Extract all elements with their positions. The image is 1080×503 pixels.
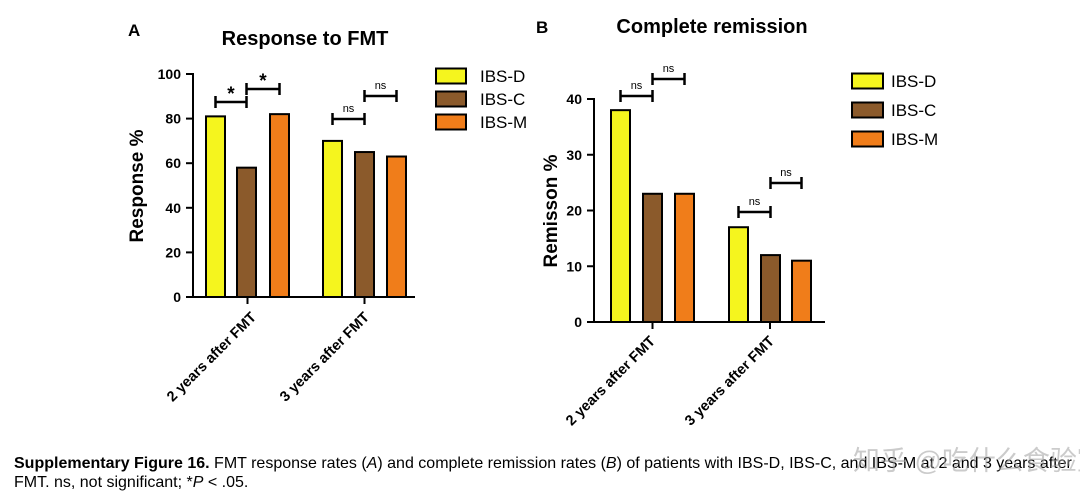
significance-label-b-3: ns [780, 167, 792, 179]
legend-swatch-b-ibs-c [851, 101, 884, 119]
legend-label-a-ibs-c: IBS-C [480, 90, 525, 109]
bar-a-ibs-d-0 [205, 115, 226, 299]
panel-letter-a: A [128, 21, 140, 40]
legend-swatch-a-ibs-c [435, 90, 467, 108]
y-axis-label-a: Response % [127, 129, 148, 242]
bar-b-ibs-m-0 [674, 192, 695, 323]
significance-bracket-b-0 [619, 90, 654, 102]
significance-label-a-0: * [227, 84, 235, 105]
watermark-text: 知乎 @吃什么食验室 [853, 446, 1080, 476]
y-tick-label-b-40: 40 [566, 91, 582, 107]
y-tick-label-a-80: 80 [165, 111, 181, 127]
significance-bracket-b-1 [651, 73, 686, 85]
y-tick-label-a-60: 60 [165, 155, 181, 171]
y-tick-label-b-10: 10 [566, 258, 582, 274]
bar-a-ibs-d-1 [322, 139, 343, 298]
bar-a-ibs-m-0 [269, 113, 290, 298]
category-label-b-1: 3 years after FMT [682, 333, 778, 429]
category-label-a-1: 3 years after FMT [277, 309, 373, 405]
significance-bracket-a-3 [363, 90, 398, 102]
caption-panel-b: B [605, 455, 617, 472]
category-label-b-0: 2 years after FMT [563, 333, 659, 429]
y-axis-label-b: Remisson % [541, 154, 562, 267]
legend-swatch-b-ibs-d [851, 72, 884, 90]
bar-a-ibs-m-1 [386, 155, 407, 298]
significance-bracket-a-2 [331, 113, 366, 125]
figure-caption: Supplementary Figure 16. FMT response ra… [14, 454, 1074, 492]
caption-panel-a: A [366, 455, 378, 472]
caption-text-2: ) and complete remission rates ( [377, 455, 606, 472]
y-tick-label-a-40: 40 [165, 200, 181, 216]
y-tick-label-a-0: 0 [173, 289, 181, 305]
panel-letter-b: B [536, 18, 548, 37]
significance-label-b-1: ns [663, 63, 675, 75]
y-tick-label-b-0: 0 [574, 314, 582, 330]
y-tick-label-b-30: 30 [566, 147, 582, 163]
significance-label-a-1: * [259, 71, 267, 92]
significance-label-a-2: ns [343, 103, 355, 115]
legend-label-b-ibs-c: IBS-C [891, 101, 936, 120]
significance-bracket-b-3 [769, 177, 803, 189]
significance-label-a-3: ns [375, 80, 387, 92]
bar-a-ibs-c-0 [236, 166, 257, 298]
caption-title: Supplementary Figure 16. [14, 455, 210, 472]
bar-b-ibs-d-0 [610, 109, 631, 324]
significance-label-b-0: ns [631, 80, 643, 92]
bar-b-ibs-d-1 [728, 226, 749, 324]
caption-text-4: < .05. [203, 474, 249, 491]
significance-bracket-a-0 [214, 96, 248, 108]
bar-b-ibs-m-1 [791, 259, 812, 323]
significance-label-b-2: ns [749, 196, 761, 208]
y-tick-label-a-20: 20 [165, 244, 181, 260]
y-tick-label-b-20: 20 [566, 203, 582, 219]
legend-label-b-ibs-d: IBS-D [891, 72, 936, 91]
legend-label-b-ibs-m: IBS-M [891, 130, 938, 149]
significance-bracket-b-2 [737, 206, 772, 218]
legend-swatch-b-ibs-m [851, 130, 884, 148]
chart-title-b: Complete remission [616, 16, 807, 38]
category-label-a-0: 2 years after FMT [164, 309, 260, 405]
legend-label-a-ibs-m: IBS-M [480, 113, 527, 132]
caption-text-1: FMT response rates ( [209, 455, 367, 472]
bar-a-ibs-c-1 [354, 151, 375, 298]
caption-p-symbol: P [192, 474, 204, 491]
caption-text-3: ) of patients with IBS-D, IBS-C, and IBS… [14, 455, 1072, 491]
chart-title-a: Response to FMT [222, 28, 389, 50]
bar-b-ibs-c-1 [760, 254, 781, 324]
legend-swatch-a-ibs-d [435, 67, 467, 85]
legend-label-a-ibs-d: IBS-D [480, 67, 525, 86]
significance-bracket-a-1 [245, 83, 281, 95]
bar-b-ibs-c-0 [642, 192, 663, 323]
legend-swatch-a-ibs-m [435, 113, 467, 131]
y-tick-label-a-100: 100 [158, 66, 182, 82]
